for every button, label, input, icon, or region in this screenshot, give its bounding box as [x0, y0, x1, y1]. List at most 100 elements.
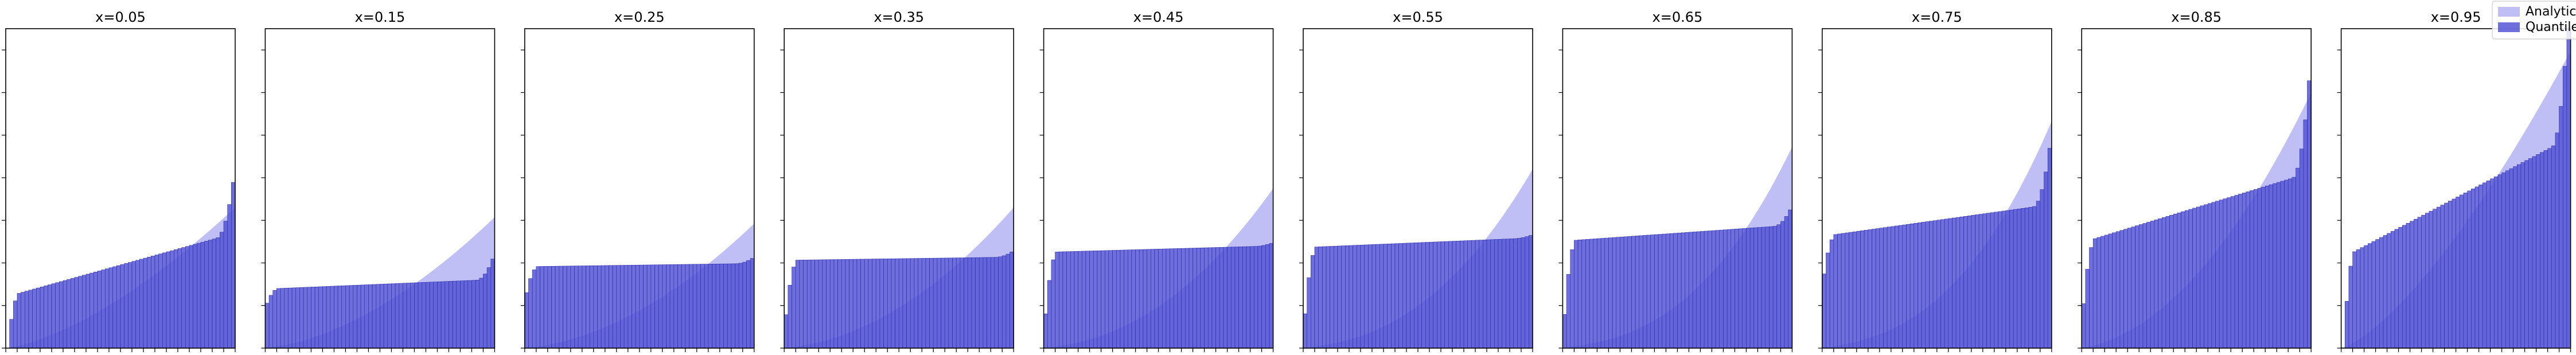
quantile-bar [570, 266, 575, 348]
quantile-bar [59, 281, 64, 348]
quantile-bar [303, 287, 308, 348]
quantile-bar [1047, 280, 1052, 348]
quantile-bar [1650, 235, 1655, 348]
quantile-bar [456, 280, 461, 348]
quantile-bar [1708, 231, 1712, 348]
quantile-bar [74, 277, 79, 348]
quantile-bar [555, 266, 560, 348]
quantile-bar [2551, 145, 2556, 348]
quantile-bar [1604, 237, 1609, 348]
quantile-bar [1433, 241, 1437, 348]
quantile-bar [1662, 233, 1666, 348]
quantile-bar [1058, 251, 1063, 348]
quantile-bar [2135, 225, 2139, 348]
quantile-bar [40, 286, 44, 348]
quantile-bar [2269, 184, 2273, 348]
quantile-bar [1154, 249, 1159, 348]
quantile-bar [746, 260, 751, 348]
quantile-bar [471, 280, 476, 348]
quantile-bar [1623, 236, 1628, 348]
quantile-bar [1253, 246, 1258, 348]
quantile-bar [960, 258, 964, 348]
quantile-bar [2524, 160, 2529, 348]
quantile-bar [864, 259, 869, 348]
quantile-bar [1143, 249, 1147, 348]
quantile-bar [1967, 216, 1972, 348]
quantile-bar [291, 287, 297, 348]
quantile-bar [1749, 228, 1755, 348]
quantile-bar [1600, 238, 1605, 348]
quantile-bar [437, 281, 442, 348]
quantile-bars [2082, 80, 2312, 348]
quantile-bar [1334, 245, 1338, 348]
quantile-bar [712, 264, 716, 348]
quantile-bar [1875, 228, 1880, 348]
quantile-bar [2436, 206, 2441, 348]
quantile-bar [326, 286, 331, 348]
quantile-bar [799, 260, 804, 348]
quantile-bar [689, 264, 693, 348]
quantile-bar [1513, 238, 1518, 348]
quantile-bar [543, 266, 548, 348]
quantile-bar [1948, 218, 1953, 348]
quantile-bar [2092, 238, 2098, 348]
quantile-bar [2284, 180, 2289, 348]
quantile-bar [902, 258, 907, 348]
quantile-bar [193, 244, 197, 348]
quantile-bar [445, 281, 449, 348]
quantile-bar [212, 239, 216, 348]
quantile-bar [1051, 259, 1055, 348]
quantile-bar [1952, 217, 1957, 348]
quantile-bar [1757, 227, 1762, 348]
quantile-bar [875, 259, 880, 348]
quantile-bar [1963, 216, 1968, 348]
quantile-bar [2448, 201, 2453, 348]
quantile-bar [1521, 237, 1525, 348]
quantile-bar [975, 257, 980, 348]
quantile-bar [2104, 235, 2109, 348]
quantile-bar [1387, 243, 1392, 348]
quantile-bars [524, 258, 754, 348]
quantile-bar [1914, 223, 1918, 348]
quantile-bar [983, 257, 987, 348]
quantile-bar [2344, 301, 2349, 348]
quantile-bar [403, 283, 407, 348]
quantile-bar [815, 259, 819, 348]
quantile-bar [1776, 224, 1781, 348]
quantile-bar [1307, 277, 1311, 348]
quantile-bar [2192, 208, 2197, 348]
quantile-bar [1735, 228, 1739, 348]
quantile-bar [1303, 313, 1307, 348]
quantile-bar [941, 258, 945, 348]
quantile-bar [708, 264, 712, 348]
quantile-bar [1658, 234, 1663, 348]
quantile-bar [643, 264, 648, 348]
quantile-bar [551, 266, 556, 348]
quantile-bar [387, 283, 392, 348]
panel-3: x=0.25 [520, 9, 755, 352]
quantile-bar [1525, 236, 1529, 348]
quantile-bar [1124, 249, 1128, 348]
quantile-bar [833, 259, 838, 348]
quantile-bar [82, 275, 87, 348]
quantile-bar [2367, 243, 2372, 348]
quantile-bar [28, 290, 33, 348]
panel-5: x=0.45 [1039, 9, 1274, 352]
quantile-bar [1879, 228, 1884, 348]
quantile-bar [1822, 274, 1826, 348]
quantile-bar [223, 221, 228, 348]
quantile-bar [463, 280, 469, 348]
quantile-bar [1715, 230, 1720, 348]
quantile-bar [1845, 232, 1849, 348]
quantile-bar [1746, 228, 1751, 348]
quantile-bar [48, 284, 52, 348]
quantile-bar [883, 259, 888, 348]
quantile-bar [2200, 205, 2204, 348]
quantile-bar [2215, 201, 2220, 348]
quantile-bar [547, 266, 552, 348]
quantile-bar [1895, 225, 1899, 348]
quantile-bar [1162, 248, 1167, 348]
quantile-bar [2505, 170, 2510, 348]
quantile-bar [231, 182, 235, 348]
quantile-bar [1872, 229, 1876, 348]
